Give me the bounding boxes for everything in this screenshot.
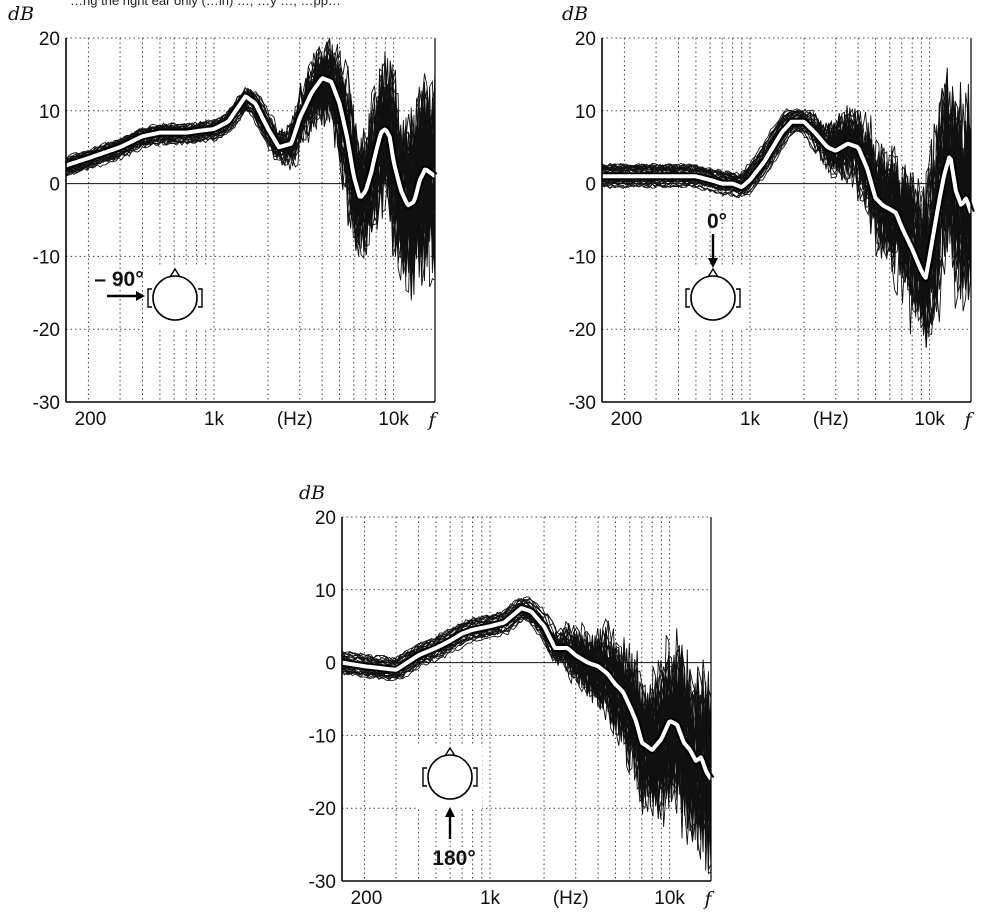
y-tick-label: 20: [315, 508, 336, 529]
y-tick-label: -30: [33, 393, 60, 414]
angle-label: – 90°: [94, 268, 143, 291]
head-icon: [681, 266, 745, 330]
subject-curves: [65, 37, 436, 301]
chart-panel-180: 20 10 0 -10 -20 -30 200 1k 10k (Hz) f dB 180°: [299, 482, 714, 910]
x-tick-label: 1k: [740, 409, 761, 430]
x-tick-label: 1k: [204, 409, 225, 430]
nose: [707, 267, 719, 278]
arrow-head: [708, 258, 718, 268]
subject-curves: [601, 67, 972, 348]
subject-curve: [601, 103, 972, 335]
y-tick-label: 0: [49, 175, 60, 196]
y-tick-label: 0: [585, 175, 596, 196]
y-tick-label: -10: [569, 247, 596, 268]
x-axis-symbol: f: [962, 409, 974, 431]
arrow-head: [445, 807, 455, 817]
subject-curve: [341, 598, 712, 820]
angle-label: 180°: [432, 847, 475, 870]
y-tick-label: -20: [33, 320, 60, 341]
subject-curve: [341, 614, 712, 860]
y-tick-label: 10: [575, 102, 596, 123]
y-tick-label: 10: [39, 102, 60, 123]
right-ear: [736, 288, 741, 308]
x-axis-label: (Hz): [553, 888, 589, 909]
incidence-arrow: 180°: [432, 807, 476, 870]
subject-curve: [601, 73, 972, 293]
x-axis-symbol: f: [702, 888, 714, 910]
head-circle: [427, 754, 473, 800]
x-axis-symbol: f: [426, 409, 438, 431]
y-axis-label: dB: [8, 3, 34, 25]
y-tick-label: 20: [575, 29, 596, 50]
head-circle: [152, 275, 198, 321]
subject-curve: [341, 618, 712, 870]
head-circle: [690, 275, 736, 321]
head-icon: [143, 266, 207, 330]
nose: [169, 267, 181, 278]
incidence-arrow: 0°: [707, 210, 727, 268]
right-ear: [473, 767, 478, 787]
x-tick-label: 200: [75, 409, 107, 430]
y-tick-label: 0: [325, 654, 336, 675]
right-ear: [198, 288, 203, 308]
x-tick-label: 10k: [914, 409, 945, 430]
y-tick-label: -10: [33, 247, 60, 268]
y-tick-label: -30: [569, 393, 596, 414]
y-tick-label: -20: [309, 799, 336, 820]
x-tick-label: 1k: [480, 888, 501, 909]
chart-panel-zero: 20 10 0 -10 -20 -30 200 1k 10k (Hz) f dB 0°: [562, 3, 975, 431]
y-axis-label: dB: [562, 3, 588, 25]
mean-curve: [601, 119, 973, 280]
y-tick-label: -30: [309, 872, 336, 893]
caption-line: …ng the right ear only (…in) …, …y …, …p…: [70, 0, 341, 8]
y-tick-label: -10: [309, 726, 336, 747]
y-axis-label: dB: [299, 482, 325, 504]
x-tick-label: 10k: [654, 888, 685, 909]
y-tick-label: -20: [569, 320, 596, 341]
y-tick-label: 10: [315, 581, 336, 602]
left-ear: [422, 767, 427, 787]
angle-label: 0°: [707, 210, 727, 233]
mean-curve: [341, 606, 713, 781]
head-icon: [418, 745, 482, 809]
incidence-arrow: – 90°: [94, 268, 145, 301]
left-ear: [685, 288, 690, 308]
mean-curve: [65, 76, 437, 208]
x-tick-label: 200: [351, 888, 383, 909]
x-axis-label: (Hz): [277, 409, 313, 430]
x-tick-label: 10k: [378, 409, 409, 430]
left-ear: [147, 288, 152, 308]
x-axis-label: (Hz): [813, 409, 849, 430]
x-tick-label: 200: [611, 409, 643, 430]
arrow-head: [136, 291, 145, 301]
y-tick-label: 20: [39, 29, 60, 50]
nose: [444, 746, 456, 757]
chart-panel-minus-90: 20 10 0 -10 -20 -30 200 1k 10k (Hz) f dB – 90°: [8, 3, 438, 431]
